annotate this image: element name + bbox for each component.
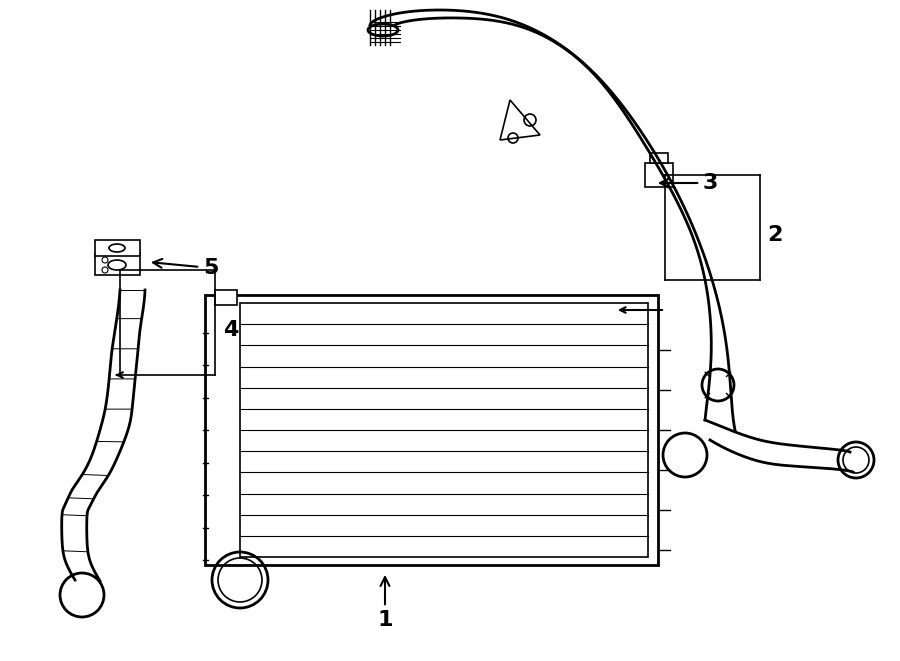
Bar (240, 303, 648, 557)
Text: 2: 2 (767, 225, 782, 245)
Bar (95, 240, 140, 256)
Bar (215, 290, 237, 305)
Bar (205, 295, 658, 565)
Text: 1: 1 (377, 577, 392, 630)
Bar (650, 153, 668, 163)
Text: 4: 4 (223, 320, 238, 340)
Text: 3: 3 (660, 173, 718, 193)
Text: 5: 5 (153, 258, 219, 278)
Bar (95, 253, 140, 275)
Bar (645, 163, 673, 187)
